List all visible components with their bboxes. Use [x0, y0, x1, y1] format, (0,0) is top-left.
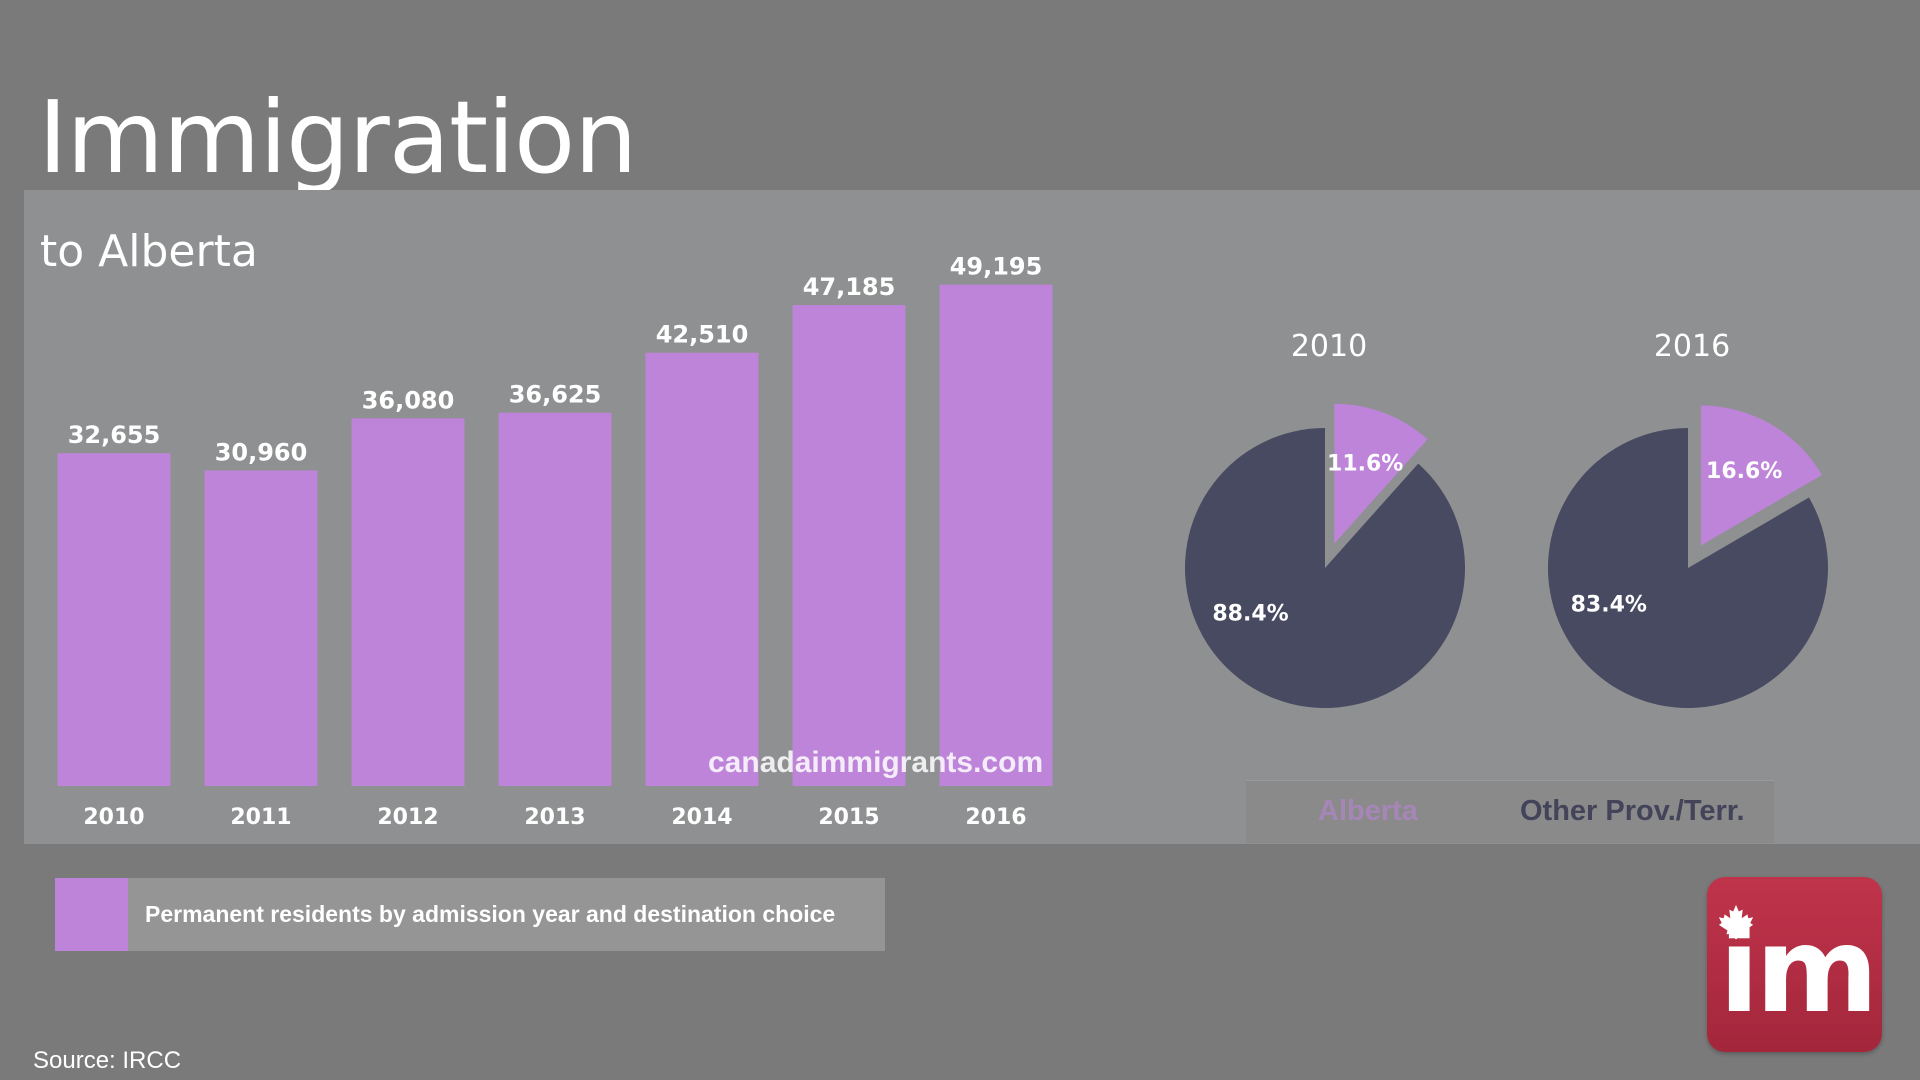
pie-title: 2010: [1291, 329, 1367, 364]
bar-legend-swatch: [55, 878, 128, 951]
bar-value-label: 47,185: [803, 273, 896, 301]
bar-2011: [204, 470, 318, 786]
pie-label-other: 88.4%: [1212, 602, 1288, 627]
bar-2015: [792, 305, 906, 786]
pie-label-alberta: 16.6%: [1706, 459, 1782, 484]
x-tick-label: 2012: [377, 805, 438, 830]
pie-slice-alberta: [1700, 405, 1822, 546]
bar-2016: [939, 284, 1053, 786]
bar-legend: Permanent residents by admission year an…: [55, 878, 885, 951]
x-tick-label: 2015: [818, 805, 879, 830]
pie-legend: Alberta Other Prov./Terr.: [1246, 780, 1774, 843]
bar-value-label: 30,960: [215, 438, 308, 466]
pie-label-other: 83.4%: [1571, 592, 1647, 617]
pie-slice-other: [1548, 428, 1828, 709]
brand-logo: im: [1707, 877, 1882, 1052]
maple-leaf-icon: [1718, 904, 1754, 940]
bar-value-label: 36,625: [509, 381, 602, 409]
bar-2013: [498, 412, 612, 786]
x-tick-label: 2010: [83, 805, 144, 830]
bar-value-label: 42,510: [656, 321, 749, 349]
pie-label-alberta: 11.6%: [1327, 452, 1403, 477]
bar-value-label: 49,195: [950, 253, 1043, 281]
pie-slice-other: [1185, 428, 1465, 709]
bar-legend-label: Permanent residents by admission year an…: [145, 901, 836, 927]
page-subtitle: to Alberta: [40, 226, 258, 277]
pie-legend-alberta: Alberta: [1318, 795, 1418, 827]
pie-slice-alberta: [1334, 403, 1428, 544]
x-tick-label: 2013: [524, 805, 585, 830]
bar-value-label: 36,080: [362, 386, 455, 414]
source-note: Source: IRCC: [33, 1047, 182, 1074]
x-tick-label: 2016: [965, 805, 1026, 830]
x-tick-label: 2014: [671, 805, 732, 830]
bar-value-label: 32,655: [68, 421, 161, 449]
bar-2014: [645, 352, 759, 786]
bar-2012: [351, 418, 465, 786]
page-title: Immigration: [38, 79, 638, 196]
pie-legend-other: Other Prov./Terr.: [1520, 795, 1745, 827]
watermark: canadaimmigrants.com: [708, 746, 1044, 779]
logo-text: im: [1719, 901, 1878, 1039]
x-tick-label: 2011: [230, 805, 291, 830]
pie-title: 2016: [1654, 329, 1730, 364]
bar-2010: [57, 453, 171, 786]
